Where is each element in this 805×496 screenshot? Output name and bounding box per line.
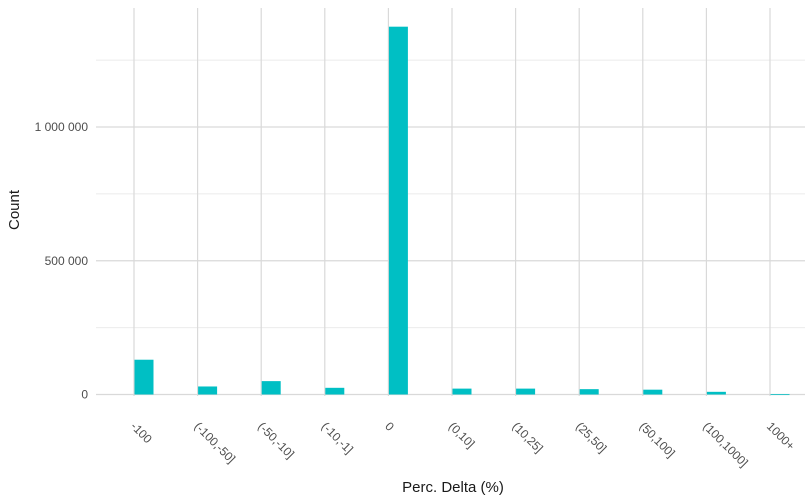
x-tick-label: (-100,-50] bbox=[191, 419, 238, 466]
x-tick-label: (25,50] bbox=[573, 419, 609, 455]
x-tick-label: 1000+ bbox=[764, 419, 798, 453]
bar-4 bbox=[388, 26, 408, 395]
x-tick-label: (50,100] bbox=[637, 419, 678, 460]
x-axis-ticks: -100 (-100,-50] (-50,-10] (-10,-1] 0 (0,10] (1… bbox=[128, 419, 798, 469]
y-axis-ticks: 0 500 000 1 000 000 bbox=[35, 120, 89, 402]
bar-3 bbox=[325, 387, 345, 395]
bar-5 bbox=[452, 388, 472, 395]
x-tick-label: (0,10] bbox=[446, 419, 478, 451]
bar-7 bbox=[579, 389, 599, 395]
bar-6 bbox=[516, 388, 536, 395]
y-tick-label: 1 000 000 bbox=[35, 120, 89, 134]
x-tick-label: (-10,-1] bbox=[319, 419, 356, 456]
x-tick-label: 0 bbox=[382, 419, 397, 434]
bar-8 bbox=[643, 389, 663, 395]
y-axis-title: Count bbox=[6, 189, 23, 230]
y-tick-label: 0 bbox=[81, 388, 88, 402]
y-tick-label: 500 000 bbox=[45, 254, 89, 268]
bar-1 bbox=[198, 386, 218, 395]
x-tick-label: (-50,-10] bbox=[255, 419, 297, 461]
bar-10 bbox=[770, 394, 790, 396]
bars bbox=[134, 26, 790, 396]
bar-2 bbox=[261, 381, 281, 395]
bar-0 bbox=[134, 359, 154, 395]
x-tick-label: (10,25] bbox=[509, 419, 545, 455]
x-tick-label: (100,1000] bbox=[700, 419, 750, 469]
bar-9 bbox=[706, 391, 726, 395]
grid-lines bbox=[96, 8, 805, 396]
x-tick-label: -100 bbox=[128, 419, 155, 446]
x-axis-title: Perc. Delta (%) bbox=[402, 479, 504, 496]
